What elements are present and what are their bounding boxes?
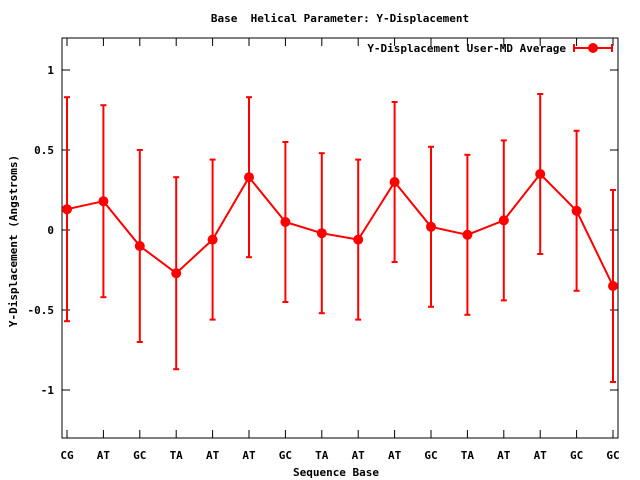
x-tick-label: AT (97, 449, 111, 462)
x-tick-label: AT (206, 449, 220, 462)
x-tick-label: TA (461, 449, 475, 462)
y-axis-label: Y-Displacement (Angstroms) (7, 155, 20, 327)
data-point (62, 204, 72, 215)
data-point (316, 228, 327, 239)
data-point (462, 229, 473, 240)
legend: Y-Displacement User-MD Average (367, 42, 613, 55)
data-point (134, 241, 145, 251)
series-line (66, 172, 614, 287)
x-tick-label: GC (606, 449, 619, 462)
x-ticks: CG AT GC TA AT AT GC TA AT AT GC TA AT AT GC GC (60, 38, 620, 462)
y-tick-label: 0.5 (34, 144, 54, 157)
data-point (426, 221, 436, 232)
data-point (207, 234, 218, 245)
y-tick-label: 1 (47, 64, 54, 77)
x-tick-label: AT (497, 449, 511, 462)
y-tick-label: 0 (47, 224, 54, 237)
x-tick-label: AT (534, 449, 548, 462)
y-tick-label: -1 (41, 384, 55, 397)
x-tick-label: GC (570, 449, 583, 462)
data-point (171, 268, 182, 279)
chart-title: Base Helical Parameter: Y-Displacement (211, 12, 469, 25)
data-point (98, 196, 109, 207)
x-tick-label: GC (279, 449, 292, 462)
series-layer (62, 93, 618, 383)
data-point (498, 215, 509, 226)
data-point (244, 172, 254, 183)
x-tick-label: AT (352, 449, 366, 462)
y-tick-label: -0.5 (28, 304, 55, 317)
plot-frame (61, 37, 619, 439)
data-point (389, 177, 400, 187)
x-tick-label: CG (60, 449, 74, 462)
x-axis-label: Sequence Base (293, 466, 379, 479)
legend-label: Y-Displacement User-MD Average (367, 42, 566, 55)
data-point (608, 281, 618, 291)
x-tick-label: AT (242, 449, 256, 462)
data-point (353, 234, 364, 245)
x-tick-label: AT (388, 449, 402, 462)
x-tick-label: GC (424, 449, 437, 462)
data-point (280, 217, 291, 227)
data-point (571, 205, 582, 216)
x-tick-label: TA (315, 449, 329, 462)
y-ticks: 1 0.5 0 -0.5 -1 (28, 64, 618, 397)
data-point (535, 169, 546, 179)
x-tick-label: GC (133, 449, 146, 462)
legend-marker (588, 43, 598, 53)
x-tick-label: TA (170, 449, 184, 462)
